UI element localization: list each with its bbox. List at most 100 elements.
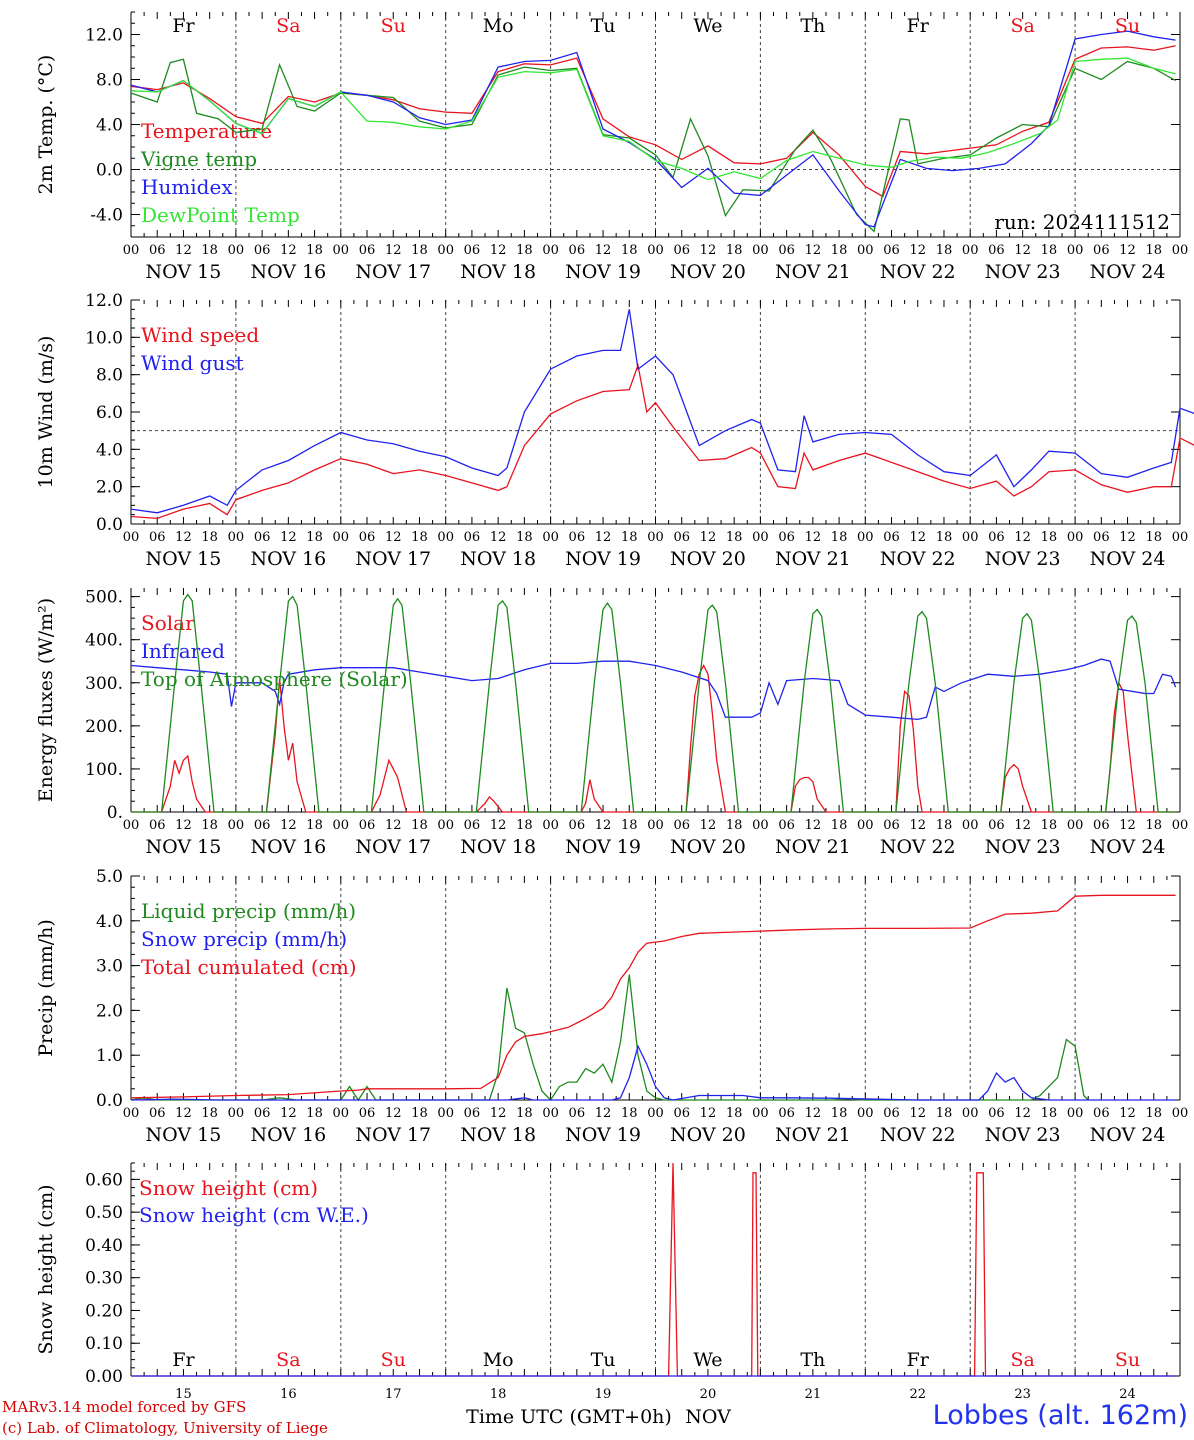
hour-label: 06 xyxy=(149,530,166,545)
legend-entry: Snow height (cm W.E.) xyxy=(139,1203,369,1227)
hour-label: 00 xyxy=(437,1106,454,1121)
y-axis-label: Energy fluxes (W/m²) xyxy=(35,598,57,802)
hour-label: 12 xyxy=(1119,530,1136,545)
day-label: NOV 21 xyxy=(775,1124,851,1146)
hour-label: 00 xyxy=(752,1106,769,1121)
day-label: NOV 16 xyxy=(250,261,326,283)
day-label: NOV 21 xyxy=(775,261,851,283)
panel-4: 0.0 1.0 2.0 3.0 4.0 5.0 Precip (mm/h) Liquid pr… xyxy=(35,867,1188,1146)
hour-label: 18 xyxy=(831,1106,848,1121)
hour-label: 18 xyxy=(201,243,218,258)
hour-label: 12 xyxy=(175,818,192,833)
series-line-blue xyxy=(130,1044,1176,1101)
y-tick-label: 5.0 xyxy=(96,867,123,887)
hour-label: 18 xyxy=(936,818,953,833)
day-label: NOV 20 xyxy=(670,1124,746,1146)
hour-label: 06 xyxy=(569,1106,586,1121)
hour-label: 18 xyxy=(306,1106,323,1121)
hour-label: 00 xyxy=(857,530,874,545)
hour-label: 06 xyxy=(359,243,376,258)
x-axis-month: NOV xyxy=(685,1406,731,1428)
series-line-blue xyxy=(130,30,1176,228)
hour-label: 06 xyxy=(988,1106,1005,1121)
hour-label: 00 xyxy=(752,243,769,258)
hour-label: 00 xyxy=(542,818,559,833)
hour-label: 12 xyxy=(909,1106,926,1121)
hour-label: 00 xyxy=(962,818,979,833)
day-label: NOV 15 xyxy=(146,836,222,858)
hour-label: 00 xyxy=(1172,818,1189,833)
hour-label: 00 xyxy=(333,243,350,258)
hour-label: 00 xyxy=(647,818,664,833)
hour-label: 12 xyxy=(909,818,926,833)
hour-label: 06 xyxy=(778,530,795,545)
hour-label: 00 xyxy=(962,243,979,258)
series-line-green xyxy=(130,974,1089,1102)
hour-label: 18 xyxy=(411,530,428,545)
hour-label: 00 xyxy=(857,1106,874,1121)
hour-label: 18 xyxy=(1041,1106,1058,1121)
day-number: 21 xyxy=(805,1387,822,1402)
hour-label: 00 xyxy=(333,530,350,545)
legend-entry: DewPoint Temp xyxy=(141,203,300,227)
weekday-label: Mo xyxy=(483,15,514,37)
y-tick-label: 3.0 xyxy=(96,957,123,977)
hour-label: 18 xyxy=(1146,530,1163,545)
y-tick-label: 10.0 xyxy=(85,328,123,348)
weekday-label: Th xyxy=(800,1349,825,1371)
hour-label: 06 xyxy=(673,530,690,545)
hour-label: 06 xyxy=(464,530,481,545)
panel-2: 0.0 2.0 4.0 6.0 8.0 10.0 12.0 10m Wind (m/s) Win… xyxy=(35,291,1194,570)
series-line-blue xyxy=(130,658,1177,721)
panel-5: 0.00 0.10 0.20 0.30 0.40 0.50 0.60 Snow height … xyxy=(35,1162,1181,1428)
hour-label: 18 xyxy=(201,1106,218,1121)
y-tick-label: 0.60 xyxy=(85,1170,123,1190)
day-number: 16 xyxy=(280,1387,297,1402)
hour-label: 18 xyxy=(306,818,323,833)
day-number: 18 xyxy=(490,1387,507,1402)
y-tick-label: 0.50 xyxy=(85,1203,123,1223)
day-number: 15 xyxy=(175,1387,192,1402)
hour-label: 06 xyxy=(673,818,690,833)
hour-label: 00 xyxy=(647,1106,664,1121)
day-label: NOV 24 xyxy=(1090,261,1166,283)
panel-1: -4.0 0.0 4.0 8.0 12.0 2m Temp. (°C) Temperatur… xyxy=(35,11,1188,283)
day-label: NOV 22 xyxy=(880,548,956,570)
hour-label: 18 xyxy=(726,530,743,545)
y-tick-label: 0.20 xyxy=(85,1301,123,1321)
hour-label: 18 xyxy=(1041,818,1058,833)
y-tick-label: 0.0 xyxy=(96,515,123,535)
hour-label: 00 xyxy=(1067,530,1084,545)
weekday-label: Tu xyxy=(591,1349,616,1371)
hour-label: 18 xyxy=(726,243,743,258)
weekday-label: Tu xyxy=(591,15,616,37)
hour-label: 00 xyxy=(437,530,454,545)
y-tick-label: 2.0 xyxy=(96,478,123,498)
hour-label: 12 xyxy=(385,243,402,258)
day-number: 22 xyxy=(909,1387,926,1402)
weekday-label: Su xyxy=(381,1349,406,1371)
hour-label: 06 xyxy=(359,1106,376,1121)
hour-label: 06 xyxy=(883,818,900,833)
hour-label: 00 xyxy=(437,243,454,258)
day-number: 23 xyxy=(1014,1387,1031,1402)
hour-label: 12 xyxy=(490,530,507,545)
day-number: 24 xyxy=(1119,1387,1136,1402)
legend-entry: Solar xyxy=(141,611,195,635)
hour-label: 00 xyxy=(857,243,874,258)
hour-label: 00 xyxy=(752,530,769,545)
y-tick-label: 8.0 xyxy=(96,366,123,386)
day-label: NOV 20 xyxy=(670,548,746,570)
hour-label: 00 xyxy=(333,1106,350,1121)
legend-entry: Total cumulated (cm) xyxy=(141,955,357,979)
hour-label: 18 xyxy=(1041,530,1058,545)
weekday-label: Fr xyxy=(907,15,930,37)
y-tick-label: 400. xyxy=(85,631,123,651)
hour-label: 00 xyxy=(647,243,664,258)
hour-label: 12 xyxy=(280,243,297,258)
hour-label: 00 xyxy=(962,530,979,545)
hour-label: 18 xyxy=(1146,818,1163,833)
y-tick-label: 0.40 xyxy=(85,1236,123,1256)
weekday-label: We xyxy=(693,1349,722,1371)
hour-label: 12 xyxy=(280,1106,297,1121)
